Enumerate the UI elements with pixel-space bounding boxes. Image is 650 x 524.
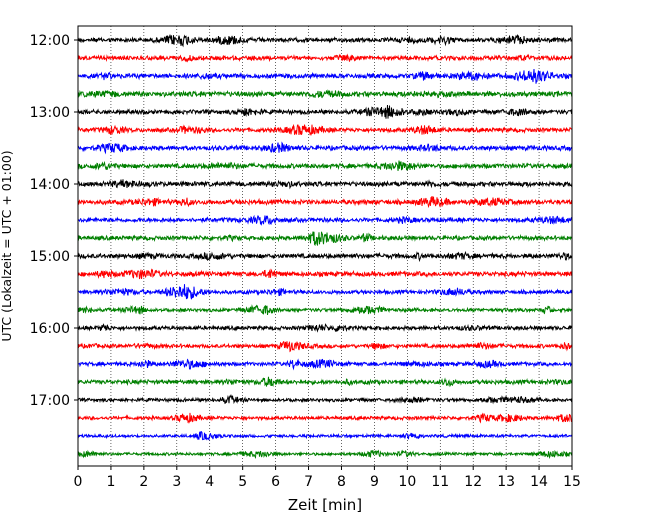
x-tick-label: 10	[398, 474, 416, 490]
trace-1400	[77, 179, 573, 190]
x-tick-label: 11	[431, 474, 449, 490]
trace-1500	[77, 250, 573, 263]
trace-1515	[77, 268, 573, 280]
x-tick-label: 1	[106, 474, 115, 490]
trace-1545	[77, 304, 573, 316]
x-axis-label: Zeit [min]	[288, 496, 362, 514]
trace-1730	[77, 431, 573, 441]
trace-1445	[77, 231, 573, 247]
x-tick-label: 8	[337, 474, 346, 490]
vertical-grid	[110, 26, 540, 466]
x-tick-label: 5	[238, 474, 247, 490]
trace-1700	[77, 393, 573, 405]
y-tick-label: 17:00	[30, 393, 70, 409]
trace-1715	[77, 412, 573, 424]
trace-1230	[77, 68, 573, 84]
x-tick-label: 15	[563, 474, 581, 490]
trace-1415	[77, 195, 573, 209]
x-tick-label: 0	[74, 474, 83, 490]
trace-1745	[77, 449, 573, 460]
trace-1530	[77, 284, 573, 300]
y-axis-label: UTC (Lokalzeit = UTC + 01:00)	[0, 150, 14, 341]
x-tick-label: 3	[172, 474, 181, 490]
trace-1315	[77, 123, 573, 137]
y-tick-label: 12:00	[30, 33, 70, 49]
y-tick-label: 13:00	[30, 105, 70, 121]
trace-1215	[77, 53, 573, 63]
x-axis: 0 1 2 3 4 5 6 7 8 9 10 11 12 13 14 15	[74, 466, 581, 490]
y-axis: 12:00 13:00 14:00 15:00 16:00 17:00	[30, 33, 78, 409]
trace-1345	[77, 160, 573, 171]
trace-1600	[77, 323, 573, 333]
x-tick-label: 7	[304, 474, 313, 490]
x-tick-label: 2	[139, 474, 148, 490]
x-tick-label: 12	[464, 474, 482, 490]
trace-1430	[77, 214, 573, 227]
trace-1630	[77, 358, 573, 371]
x-tick-label: 4	[205, 474, 214, 490]
trace-layer	[77, 33, 573, 460]
trace-1300	[77, 104, 573, 119]
x-tick-label: 13	[497, 474, 515, 490]
trace-1245	[77, 89, 573, 99]
y-tick-label: 16:00	[30, 321, 70, 337]
plot-frame	[77, 25, 573, 467]
x-tick-label: 6	[271, 474, 280, 490]
x-tick-label: 9	[370, 474, 379, 490]
trace-1645	[77, 376, 573, 388]
y-tick-label: 14:00	[30, 177, 70, 193]
trace-1330	[77, 141, 573, 155]
x-tick-label: 14	[530, 474, 548, 490]
trace-1200	[77, 33, 573, 48]
trace-1615	[77, 340, 573, 353]
y-tick-label: 15:00	[30, 249, 70, 265]
